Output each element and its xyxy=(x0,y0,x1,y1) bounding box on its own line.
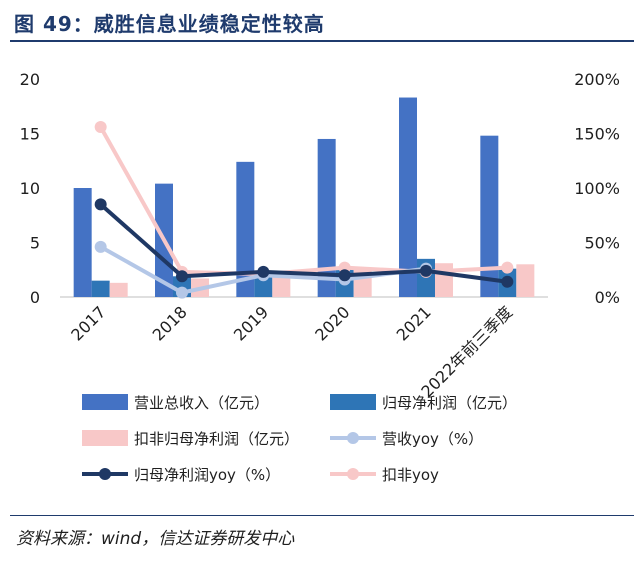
series-point xyxy=(338,269,351,282)
bar xyxy=(73,188,92,297)
x-tick-label: 2020 xyxy=(311,302,353,344)
legend-label: 归母净利润yoy（%） xyxy=(134,466,280,484)
legend: 营业总收入（亿元） 归母净利润（亿元） 扣非归母净利润（亿元） 营收yoy（%） 归母净… xyxy=(82,394,517,484)
left-tick-label: 0 xyxy=(30,288,40,307)
right-axis-ticks: 0% 50% 100% 150% 200% xyxy=(574,70,620,307)
legend-marker xyxy=(99,468,111,480)
x-tick-label: 2019 xyxy=(230,302,272,344)
series-point xyxy=(94,120,107,133)
series-point xyxy=(176,286,188,299)
bar xyxy=(91,280,110,297)
legend-swatch xyxy=(82,430,128,446)
bar xyxy=(480,135,499,297)
x-tick-label: 2017 xyxy=(67,302,109,344)
legend-label: 营业总收入（亿元） xyxy=(134,394,269,412)
legend-label: 扣非yoy xyxy=(382,466,439,484)
lines xyxy=(94,120,514,299)
series-point xyxy=(501,261,514,274)
bar xyxy=(516,264,535,297)
bar xyxy=(399,97,417,297)
bar xyxy=(317,138,336,297)
bar xyxy=(236,161,255,297)
series-point xyxy=(176,270,188,283)
left-tick-label: 5 xyxy=(30,234,40,253)
legend-swatch xyxy=(82,394,128,410)
legend-label: 归母净利润（亿元） xyxy=(382,394,517,412)
legend-marker xyxy=(347,468,359,480)
series-point xyxy=(94,198,107,211)
bar xyxy=(435,263,453,297)
right-tick-label: 100% xyxy=(574,179,620,198)
source-note: 资料来源：wind，信达证券研发中心 xyxy=(16,529,295,549)
legend-swatch xyxy=(330,394,376,410)
x-tick-label: 2021 xyxy=(393,302,435,344)
right-tick-label: 200% xyxy=(574,70,620,89)
legend-label: 营收yoy（%） xyxy=(382,430,483,448)
bar xyxy=(272,273,291,297)
chart: 0 5 10 15 20 0% 50% 100% 150% 200% 2017 2018 2019 2… xyxy=(20,70,620,484)
series-line xyxy=(99,202,508,284)
series-point xyxy=(94,240,107,253)
series-point xyxy=(501,275,514,288)
legend-label: 扣非归母净利润（亿元） xyxy=(134,430,299,448)
series-point xyxy=(257,265,270,278)
right-tick-label: 0% xyxy=(595,288,620,307)
series-point xyxy=(420,264,432,277)
left-axis-ticks: 0 5 10 15 20 xyxy=(20,70,40,307)
bars xyxy=(73,97,535,297)
source-divider xyxy=(10,515,634,516)
right-tick-label: 150% xyxy=(574,125,620,144)
left-tick-label: 15 xyxy=(20,125,40,144)
left-tick-label: 20 xyxy=(20,70,40,89)
figure-title: 图 49：威胜信息业绩稳定性较高 xyxy=(14,12,325,36)
title-divider xyxy=(10,40,634,42)
legend-marker xyxy=(347,432,359,444)
left-tick-label: 10 xyxy=(20,179,40,198)
x-tick-label: 2018 xyxy=(149,302,191,344)
right-tick-label: 50% xyxy=(584,234,620,253)
bar xyxy=(109,282,128,297)
